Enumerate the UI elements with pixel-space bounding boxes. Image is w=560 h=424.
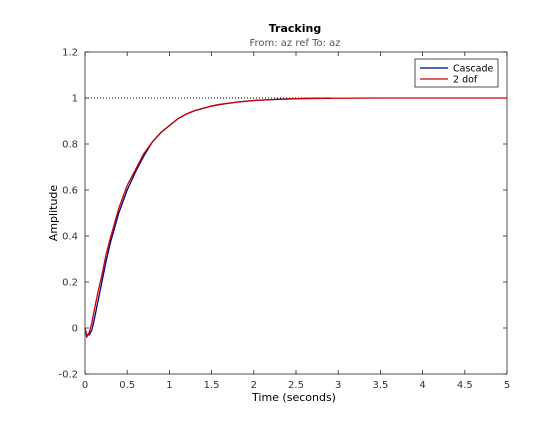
y-tick-label: 0 [72, 324, 78, 335]
x-tick-label: 5 [504, 380, 510, 391]
x-tick-label: 3 [335, 380, 341, 391]
legend-box [414, 58, 499, 88]
y-tick-label: 0.2 [62, 278, 78, 289]
x-tick-label: 4 [419, 380, 425, 391]
y-tick-label: 0.6 [62, 186, 78, 197]
x-tick-label: 3.5 [372, 380, 388, 391]
series-line-2-dof [84, 97, 507, 338]
y-axis-label: Amplitude [47, 185, 60, 242]
chart-title: Tracking [269, 22, 321, 35]
y-tick-label: -0.2 [58, 370, 78, 381]
chart-subtitle: From: az ref To: az [249, 38, 340, 49]
x-tick-label: 0 [82, 380, 88, 391]
x-axis-label: Time (seconds) [251, 391, 336, 404]
y-tick-label: 1.2 [62, 48, 78, 59]
x-tick-label: 2.5 [288, 380, 304, 391]
legend-entry-label: 2 dof [453, 75, 478, 86]
y-tick-label: 0.8 [62, 140, 78, 151]
x-tick-label: 4.5 [457, 380, 473, 391]
x-tick-label: 1 [166, 380, 172, 391]
x-tick-label: 0.5 [119, 380, 135, 391]
x-axis-ticks: 0 0.5 1 1.5 2 2.5 3 3.5 4 4.5 5 [82, 52, 510, 391]
y-tick-label: 0.4 [62, 232, 78, 243]
y-tick-label: 1 [72, 94, 78, 105]
y-axis-ticks: -0.2 0 0.2 0.4 0.6 0.8 1 1.2 [58, 48, 507, 381]
x-tick-label: 1.5 [204, 380, 220, 391]
legend-entry-label: Cascade [453, 64, 493, 75]
series-layer [84, 97, 507, 338]
plot-area [84, 51, 508, 375]
x-tick-label: 2 [251, 380, 257, 391]
